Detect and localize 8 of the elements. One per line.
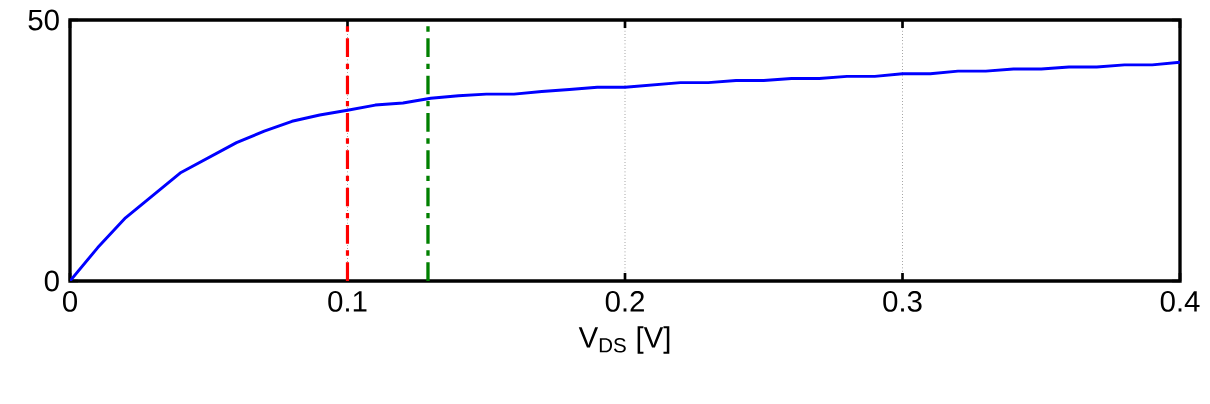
x-tick-label: 0 (63, 291, 78, 312)
line-series (70, 60, 1180, 281)
x-axis-title: V$_{DS}$ [V] (578, 326, 670, 354)
x-tick-label: 0.1 (328, 291, 367, 312)
x-tick-label: 0.4 (1160, 291, 1200, 312)
y-tick-label: 50 (28, 9, 59, 31)
x-tick-label: 0.3 (883, 291, 922, 312)
x-tick-label: 0.2 (605, 291, 644, 312)
